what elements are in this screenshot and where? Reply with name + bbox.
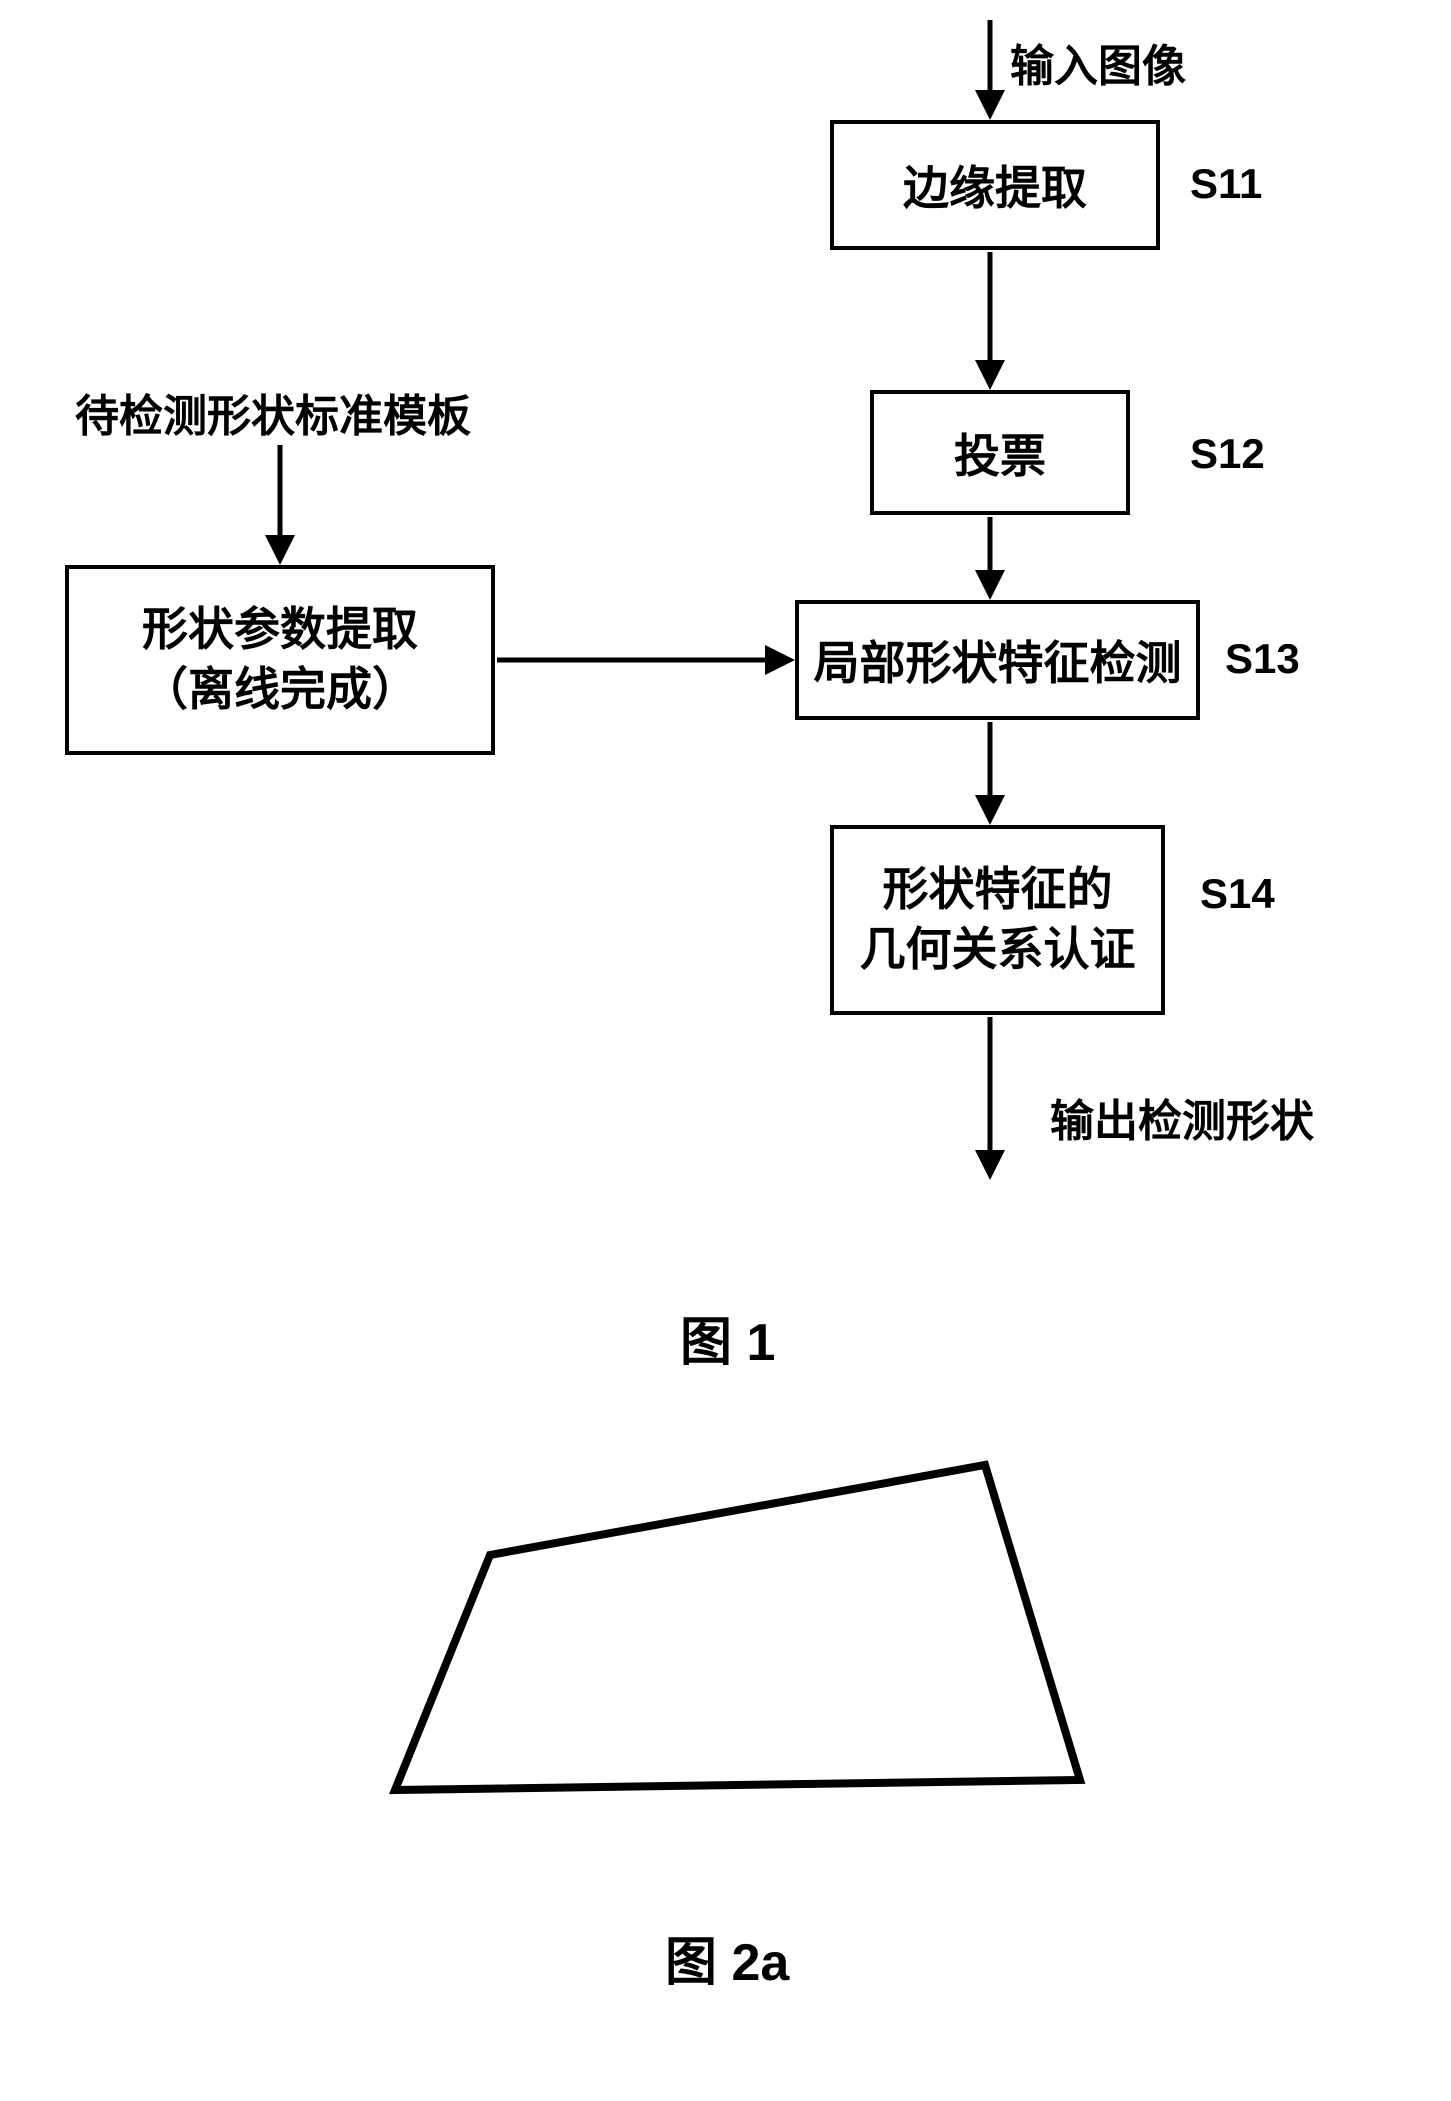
step-s14: S14 — [1200, 870, 1275, 918]
box-s13-text: 局部形状特征检测 — [814, 627, 1182, 693]
quadrilateral-shape — [0, 0, 1451, 2101]
step-s12: S12 — [1190, 430, 1265, 478]
box-geom-verify: 形状特征的 几何关系认证 — [830, 825, 1165, 1015]
input-label: 输入图像 — [1010, 30, 1186, 94]
box-s11-text: 边缘提取 — [903, 152, 1087, 218]
box-edge-extraction: 边缘提取 — [830, 120, 1160, 250]
box-s12-text: 投票 — [954, 420, 1046, 486]
output-label: 输出检测形状 — [1050, 1085, 1314, 1149]
box-local-feature: 局部形状特征检测 — [795, 600, 1200, 720]
box-s14-line1: 形状特征的 — [860, 860, 1136, 920]
figure-2a-label: 图 2a — [665, 1920, 789, 1995]
flowchart-arrows — [0, 0, 1451, 2101]
box-s14-line2: 几何关系认证 — [860, 920, 1136, 980]
step-s11: S11 — [1190, 160, 1262, 208]
box-vote: 投票 — [870, 390, 1130, 515]
template-label: 待检测形状标准模板 — [75, 380, 471, 444]
box-param-line1: 形状参数提取 — [142, 600, 418, 660]
box-param-extract: 形状参数提取 （离线完成） — [65, 565, 495, 755]
step-s13: S13 — [1225, 635, 1300, 683]
box-param-line2: （离线完成） — [142, 660, 418, 720]
figure-1-label: 图 1 — [680, 1300, 775, 1375]
